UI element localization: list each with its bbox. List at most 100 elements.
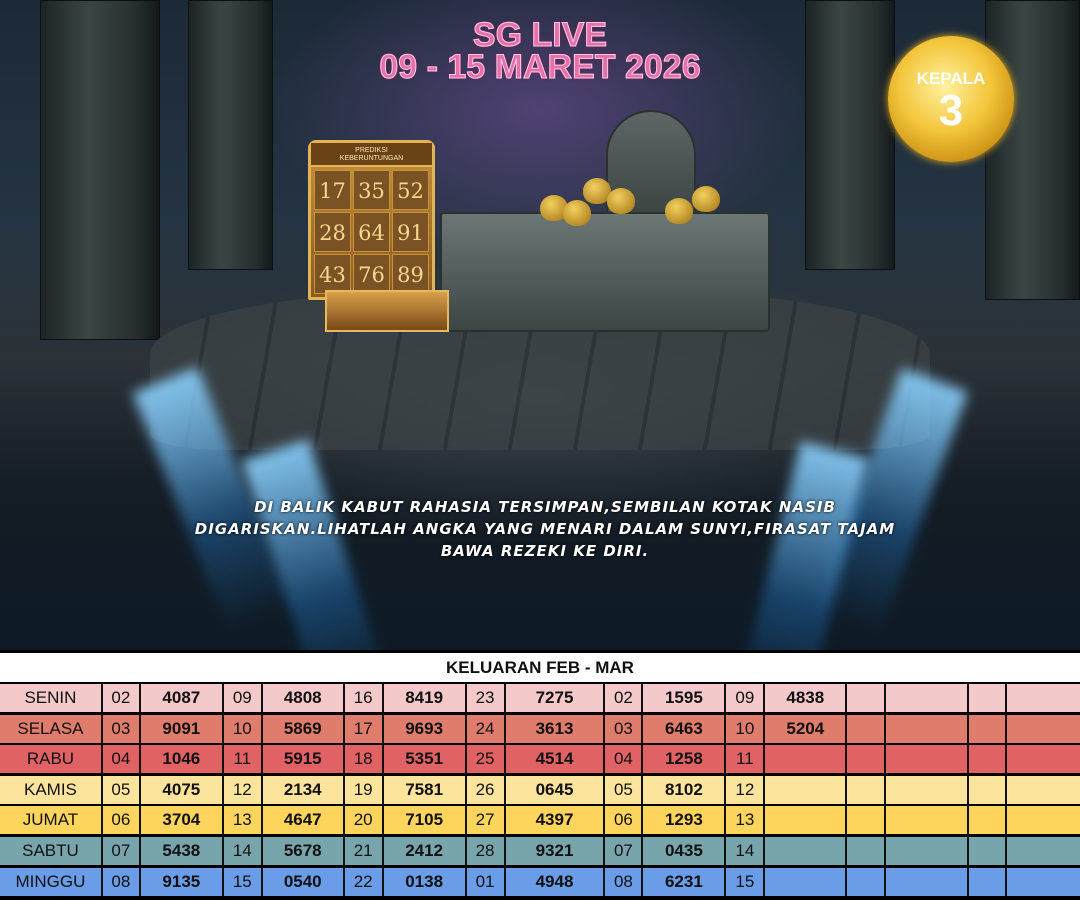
result-cell [886,775,970,804]
quote-text: DI BALIK KABUT RAHASIA TERSIMPAN,SEMBILA… [194,498,896,560]
date-cell [847,775,887,804]
date-cell: 21 [345,837,384,865]
table-row: SENIN 02 4087 09 4808 16 8419 23 7275 02 1595 09 483… [0,684,1080,712]
prediction-number: 28 [314,212,351,252]
result-cell [886,837,970,865]
date-cell: 04 [605,745,644,774]
date-cell [969,806,1008,835]
date-cell: 24 [467,714,506,743]
table-row: JUMAT 06 3704 13 4647 20 7105 27 4397 06 1293 13 [0,806,1080,835]
date-cell: 01 [467,867,506,896]
result-cell: 4087 [141,684,224,712]
result-cell: 5678 [263,837,345,865]
result-cell [1007,684,1080,712]
date-cell: 05 [103,775,141,804]
prediction-number: 64 [353,212,390,252]
date-cell [969,684,1008,712]
result-cell: 5438 [141,837,224,865]
board-title-line: KEBERUNTUNGAN [339,155,404,162]
gold-bag-icon [665,198,693,224]
result-cell: 9091 [141,714,224,743]
board-title: PREDIKSI KEBERUNTUNGAN [311,143,432,167]
date-cell: 09 [224,684,263,712]
date-cell [969,745,1008,774]
day-cell: RABU [0,745,103,774]
date-cell: 02 [605,684,644,712]
date-cell: 03 [103,714,141,743]
date-cell [847,837,887,865]
date-cell: 03 [605,714,644,743]
table-row: RABU 04 1046 11 5915 18 5351 25 4514 04 1258 11 [0,745,1080,774]
date-cell: 09 [726,684,766,712]
date-cell [847,684,887,712]
result-cell: 3704 [141,806,224,835]
result-cell [886,714,970,743]
result-cell: 9135 [141,867,224,896]
date-cell: 06 [103,806,141,835]
date-cell: 23 [467,684,506,712]
gold-bag-icon [692,186,720,212]
date-cell: 27 [467,806,506,835]
date-cell [969,714,1008,743]
gold-bag-icon [607,188,635,214]
result-cell [1007,776,1080,804]
board-title-line: PREDIKSI [355,147,388,154]
day-cell: KAMIS [0,775,103,804]
date-cell: 28 [467,837,506,865]
result-cell: 1046 [141,745,224,774]
date-cell: 16 [345,684,384,712]
date-cell: 08 [103,867,141,896]
page-title: SG LIVE [472,16,608,55]
table-row: SELASA 03 9091 10 5869 17 9693 24 3613 03 6463 10 52… [0,714,1080,743]
day-cell: SABTU [0,837,103,865]
date-cell [847,714,887,743]
date-cell: 10 [224,714,263,743]
date-cell: 10 [726,714,766,743]
date-cell: 25 [467,745,506,774]
prediction-number: 35 [353,170,390,210]
result-cell [1007,715,1080,743]
result-cell [765,837,848,865]
result-cell: 4075 [141,775,224,804]
prediction-number: 76 [353,254,390,294]
result-cell: 7275 [506,684,606,712]
stone-altar [440,212,770,332]
gold-bag-icon [563,200,591,226]
day-cell: SELASA [0,714,103,743]
result-cell [1007,837,1080,865]
date-cell: 02 [103,684,141,712]
result-cell [886,806,970,835]
stone-pillar [188,0,273,270]
prediction-number: 91 [392,212,429,252]
badge-label: KEPALA [916,69,986,88]
date-cell [969,775,1008,804]
result-cell [765,806,848,835]
result-cell [765,775,848,804]
badge-number: 3 [938,86,964,135]
result-cell [1007,745,1080,773]
result-cell: 1293 [643,806,727,835]
result-cell: 1258 [643,745,727,774]
result-cell [1007,806,1080,834]
result-cell [765,745,848,774]
result-cell: 9321 [506,837,606,865]
date-cell: 15 [224,867,263,896]
date-cell: 11 [224,745,263,774]
date-cell: 07 [103,837,141,865]
date-cell: 11 [726,745,766,774]
result-cell: 4514 [506,745,606,774]
date-cell [969,837,1008,865]
results-table: KELUARAN FEB - MAR SENIN 02 4087 09 4808 16 84… [0,650,1080,900]
date-cell: 20 [345,806,384,835]
stone-pillar [805,0,895,270]
result-cell: 0138 [384,867,467,896]
date-cell: 26 [467,775,506,804]
prediction-number: 89 [392,254,429,294]
date-cell: 14 [224,837,263,865]
prediction-number: 17 [314,170,351,210]
date-cell: 13 [224,806,263,835]
result-cell: 7105 [384,806,467,835]
result-cell: 9693 [384,714,467,743]
date-cell: 07 [605,837,644,865]
result-cell [765,867,848,896]
